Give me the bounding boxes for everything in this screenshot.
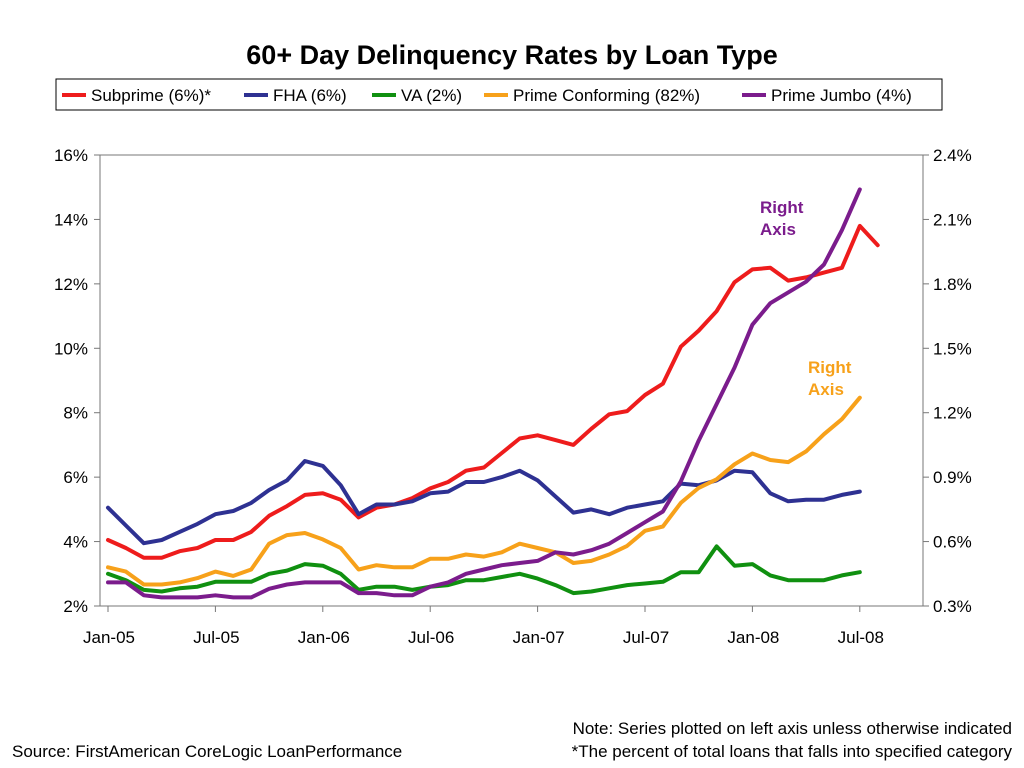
annotation-jumbo-line2: Axis [760, 220, 796, 239]
left-axis-tick-label: 2% [63, 597, 88, 616]
x-axis: Jan-05 Jul-05 Jan-06 Jul-06 Jan-07 Jul-07 Jan-… [83, 606, 884, 647]
left-axis-tick-label: 4% [63, 533, 88, 552]
x-axis-tick-label: Jan-06 [298, 628, 350, 647]
series-line-1 [106, 459, 862, 546]
left-axis: 2% 4% 6% 8% 10% 12% 14% 16% [54, 146, 100, 616]
left-axis-tick-label: 6% [63, 468, 88, 487]
right-axis-tick-label: 2.1% [933, 210, 972, 229]
right-axis-tick-label: 1.2% [933, 404, 972, 423]
plot-area [99, 154, 924, 607]
x-axis-tick-label: Jan-08 [727, 628, 779, 647]
annotation-conforming-line2: Axis [808, 380, 844, 399]
right-axis-tick-label: 1.8% [933, 275, 972, 294]
legend-label: FHA (6%) [273, 86, 347, 105]
legend-label: Prime Jumbo (4%) [771, 86, 912, 105]
series-layer [106, 187, 880, 600]
note-line-2: *The percent of total loans that falls i… [572, 742, 1013, 761]
legend-label: Subprime (6%)* [91, 86, 211, 105]
right-axis-tick-label: 0.9% [933, 468, 972, 487]
left-axis-tick-label: 10% [54, 339, 88, 358]
left-axis-tick-label: 14% [54, 210, 88, 229]
x-axis-tick-label: Jul-07 [623, 628, 669, 647]
left-axis-tick-label: 12% [54, 275, 88, 294]
right-axis-annotation-conforming: Right Axis [808, 358, 856, 399]
left-axis-tick-label: 16% [54, 146, 88, 165]
legend-label: VA (2%) [401, 86, 462, 105]
x-axis-tick-label: Jul-06 [408, 628, 454, 647]
legend-label: Prime Conforming (82%) [513, 86, 700, 105]
series-line-4 [106, 187, 862, 600]
right-axis-tick-label: 2.4% [933, 146, 972, 165]
left-axis-tick-label: 8% [63, 404, 88, 423]
source-text: Source: FirstAmerican CoreLogic LoanPerf… [12, 742, 402, 761]
right-axis-tick-label: 0.6% [933, 533, 972, 552]
annotation-conforming-line1: Right [808, 358, 852, 377]
chart-title: 60+ Day Delinquency Rates by Loan Type [246, 40, 777, 70]
right-axis-tick-label: 1.5% [933, 339, 972, 358]
x-axis-tick-label: Jan-07 [513, 628, 565, 647]
series-line-3 [106, 395, 862, 587]
note-line-1: Note: Series plotted on left axis unless… [573, 719, 1012, 738]
x-axis-tick-label: Jan-05 [83, 628, 135, 647]
right-axis-tick-label: 0.3% [933, 597, 972, 616]
series-line-0 [106, 223, 880, 560]
x-axis-tick-label: Jul-05 [193, 628, 239, 647]
x-axis-tick-label: Jul-08 [838, 628, 884, 647]
legend: Subprime (6%)* FHA (6%) VA (2%) Prime Confo… [55, 78, 943, 111]
right-axis: 0.3% 0.6% 0.9% 1.2% 1.5% 1.8% 2.1% 2.4% [923, 146, 972, 616]
right-axis-annotation-jumbo: Right Axis [760, 198, 808, 239]
series-line-2 [106, 544, 862, 596]
annotation-jumbo-line1: Right [760, 198, 804, 217]
